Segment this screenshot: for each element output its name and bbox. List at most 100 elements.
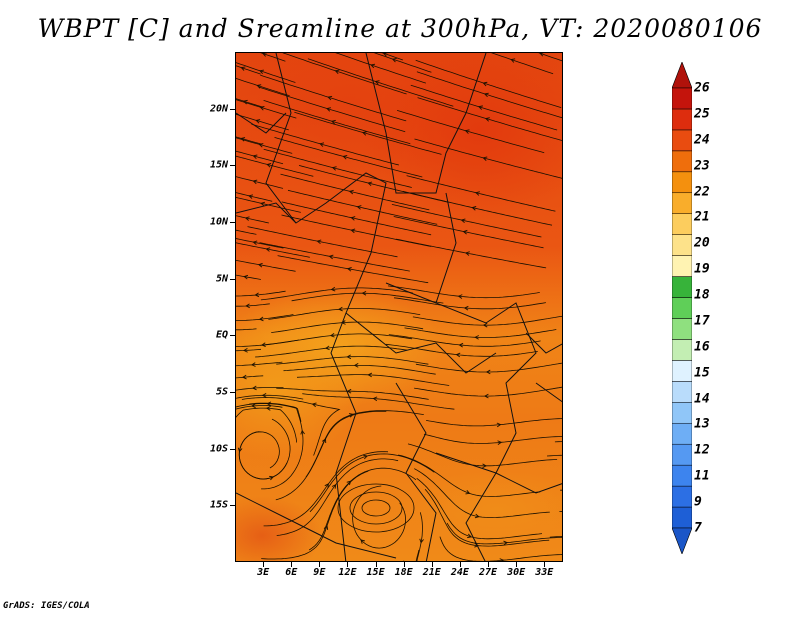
lat-label: 20N <box>209 103 228 115</box>
streamline-arrow <box>356 205 362 210</box>
streamline-arrow <box>482 322 488 328</box>
streamline <box>236 314 294 321</box>
lat-tick <box>230 335 235 337</box>
country-border <box>236 112 287 134</box>
streamline-arrow <box>482 156 488 161</box>
lon-label: 24E <box>450 567 469 578</box>
streamline-arrow <box>496 422 502 428</box>
streamline-arrow <box>346 266 352 272</box>
streamline <box>255 345 408 358</box>
streamline-arrow <box>462 229 468 235</box>
streamline <box>385 343 538 357</box>
streamline <box>236 259 296 272</box>
colorbar-swatch <box>672 464 692 487</box>
streamline <box>236 215 269 224</box>
streamline-arrow <box>251 385 257 391</box>
streamline-arrow <box>240 137 246 142</box>
map-panel <box>235 52 563 562</box>
streamline <box>247 226 398 258</box>
country-border <box>395 382 437 561</box>
streamline <box>287 189 438 225</box>
streamline <box>236 176 284 189</box>
colorbar-swatch <box>672 255 692 277</box>
lon-tick <box>516 562 518 567</box>
streamline <box>387 285 540 299</box>
streamline-arrow <box>464 129 470 134</box>
colorbar-swatch <box>672 402 692 424</box>
country-border <box>345 282 497 374</box>
colorbar-swatch <box>672 171 692 194</box>
streamline <box>395 238 547 269</box>
streamline <box>393 216 544 249</box>
streamline-arrow <box>497 440 503 445</box>
lon-tick <box>431 562 433 567</box>
streamline <box>260 53 286 62</box>
streamline-arrow <box>485 369 491 375</box>
streamline-arrow <box>362 131 367 136</box>
streamline <box>261 470 369 560</box>
lon-label: 21E <box>422 567 441 578</box>
streamline <box>538 53 562 62</box>
streamline <box>282 53 407 95</box>
streamline <box>271 321 424 333</box>
streamline-arrow <box>346 354 352 360</box>
streamline-arrow <box>391 58 397 63</box>
streamline <box>415 362 562 373</box>
streamline-arrow <box>243 348 248 353</box>
streamline-arrow <box>463 305 469 311</box>
streamline-arrow <box>322 438 327 444</box>
colorbar-swatch <box>672 297 692 319</box>
streamline-arrow <box>252 240 258 246</box>
country-border <box>236 492 397 559</box>
lat-label: 5N <box>215 273 228 285</box>
streamline-arrow <box>478 105 483 110</box>
streamline <box>251 123 399 166</box>
streamline <box>260 287 413 301</box>
lat-tick <box>230 165 235 167</box>
lat-tick <box>230 505 235 507</box>
streamline-arrow <box>265 247 271 252</box>
streamline <box>424 488 550 547</box>
streamline-arrow <box>266 401 272 407</box>
streamline-arrow <box>374 80 380 85</box>
lon-tick <box>375 562 377 567</box>
colorbar-swatch <box>672 108 692 131</box>
lon-tick <box>488 562 490 567</box>
streamline <box>260 74 407 122</box>
streamline-arrow <box>328 254 334 260</box>
streamline-arrow <box>300 429 305 435</box>
streamline-arrow <box>464 251 470 256</box>
streamline <box>549 536 562 538</box>
grads-credit: GrADS: IGES/COLA <box>3 601 90 611</box>
streamline-arrow <box>475 191 480 196</box>
streamline <box>296 374 450 386</box>
lon-label: 9E <box>313 567 326 578</box>
streamline <box>381 53 404 61</box>
map-title: WBPT [C] and Sreamline at 300hPa, VT: 20… <box>37 14 763 43</box>
streamline-arrow <box>467 533 472 539</box>
streamline-arrow <box>316 239 322 245</box>
lat-tick <box>230 108 235 110</box>
streamline <box>426 418 562 427</box>
streamline-arrow <box>260 201 266 207</box>
lon-label: 18E <box>394 567 413 578</box>
streamline <box>236 290 286 297</box>
lon-tick <box>291 562 293 567</box>
streamline-arrow <box>248 194 254 199</box>
streamline-arrow <box>311 402 317 408</box>
streamline-arrow <box>262 53 267 57</box>
streamline-arrow <box>503 540 509 546</box>
streamline-arrow <box>251 403 256 409</box>
streamline <box>236 137 293 154</box>
colorbar-label: 7 <box>694 520 702 536</box>
streamline-arrow <box>252 154 258 159</box>
streamline <box>259 242 410 272</box>
streamline <box>236 229 257 235</box>
country-border <box>365 53 487 194</box>
streamline <box>439 536 562 561</box>
streamline-arrow <box>367 181 373 187</box>
vortex-ring <box>361 499 391 517</box>
streamline-arrow <box>241 374 247 380</box>
streamline-arrow <box>331 484 337 489</box>
lon-tick <box>544 562 546 567</box>
